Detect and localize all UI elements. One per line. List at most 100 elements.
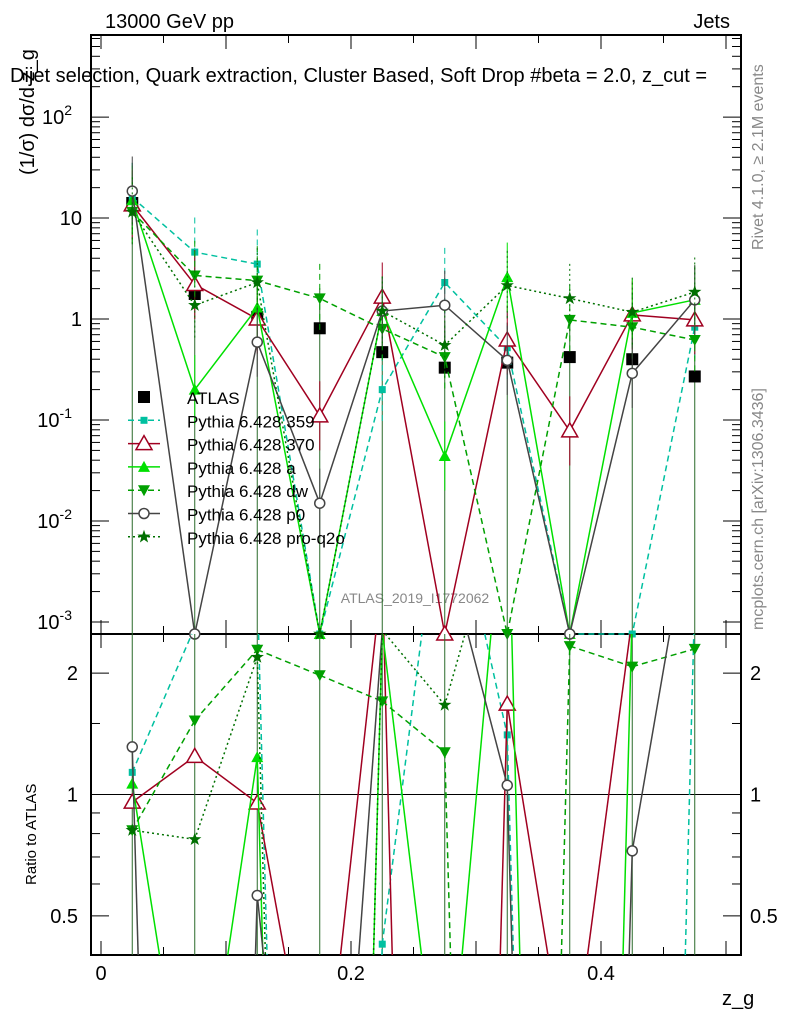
series-pythia-6-428-dw-ratio-segment: [560, 646, 571, 956]
series-pythia-6-428-370-ratio-segment: [383, 633, 393, 956]
series-pythia-6-428-p0-ratio-point: [126, 741, 138, 753]
series-pythia-6-428-pro-q2o-ratio-segment: [194, 656, 258, 840]
series-pythia-6-428-pro-q2o-line: [131, 211, 695, 635]
legend-marker: [138, 485, 150, 497]
series-pythia-6-428-a-line: [131, 200, 695, 635]
series-pythia-6-428-370-ratio-segment: [194, 755, 258, 804]
series-pythia-6-428-pro-q2o-ratio-segment: [384, 633, 446, 706]
legend-label: ATLAS: [187, 389, 240, 408]
series-pythia-6-428-pro-q2o-ratio-point: [125, 823, 139, 836]
mcplots-label: mcplots.cern.ch [arXiv:1306.3436]: [750, 388, 767, 630]
series-pythia-6-428-dw-ratio-point: [438, 747, 451, 759]
series-atlas-point: [376, 346, 389, 359]
series-pythia-6-428-370-point: [560, 421, 580, 438]
legend-marker: [137, 529, 151, 543]
series-pythia-6-428-dw-ratio-segment: [569, 645, 633, 668]
series-pythia-6-428-pro-q2o-ratio-segment: [444, 633, 466, 706]
ratio-panel-marks: [122, 633, 701, 956]
series-pythia-6-428-pro-q2o-point: [125, 204, 139, 218]
legend-marker: [138, 460, 150, 472]
y-tick-exponent: -1: [60, 405, 73, 421]
series-pythia-6-428-dw-ratio-segment: [444, 752, 452, 956]
series-pythia-6-428-p0-point: [439, 299, 451, 311]
series-pythia-6-428-370-point: [310, 406, 330, 423]
y-tick-label: 10-3: [37, 607, 72, 634]
series-pythia-6-428-370-ratio-point: [497, 694, 517, 711]
ratio-tick-label-right: 0.5: [750, 906, 778, 928]
watermark: ATLAS_2019_I1772062: [341, 590, 490, 606]
series-pythia-6-428-p0-point: [314, 497, 326, 509]
series-pythia-6-428-p0-ratio-segment: [467, 633, 508, 786]
legend-label: Pythia 6.428 370: [187, 436, 315, 455]
series-pythia-6-428-dw-point: [313, 293, 326, 305]
ratio-y-axis-label: Ratio to ATLAS: [23, 784, 40, 885]
header-right: Jets: [693, 11, 730, 33]
x-tick-label: 0.4: [587, 963, 615, 985]
series-pythia-6-428-dw-ratio-point: [688, 643, 701, 655]
series-pythia-6-428-dw-ratio-segment: [194, 649, 258, 722]
y-axis-label: (1/σ) dσ/d z_g: [17, 49, 39, 175]
ratio-tick-label: 1: [67, 785, 78, 807]
series-pythia-6-428-dw-ratio-segment: [632, 648, 695, 668]
legend-marker: [134, 434, 154, 451]
legend-marker: [140, 416, 148, 424]
series-pythia-6-428-359-line: [131, 196, 696, 635]
legend-label: Pythia 6.428 359: [187, 412, 315, 431]
series-pythia-6-428-359-ratio-segment: [506, 734, 515, 956]
series-pythia-6-428-370-ratio-point: [122, 792, 142, 809]
series-pythia-6-428-370-ratio-segment: [506, 703, 549, 956]
series-pythia-6-428-pro-q2o-point: [188, 298, 202, 311]
legend-marker: [138, 507, 150, 520]
series-pythia-6-428-pro-q2o-point: [500, 278, 514, 292]
series-pythia-6-428-a-ratio-segment: [131, 783, 161, 956]
ratio-tick-label-right: 2: [750, 663, 761, 685]
series-pythia-6-428-359-ratio-segment: [131, 633, 193, 773]
y-tick-label: 1: [71, 309, 82, 331]
series-pythia-6-428-a-ratio-point: [126, 777, 139, 789]
series-pythia-6-428-a-point: [188, 383, 201, 395]
series-pythia-6-428-pro-q2o-point: [625, 305, 639, 318]
series-pythia-6-428-pro-q2o-ratio-point: [188, 832, 202, 845]
series-pythia-6-428-p0-point: [126, 185, 138, 197]
series-pythia-6-428-pro-q2o-point: [688, 285, 702, 298]
series-pythia-6-428-359-point: [378, 386, 386, 394]
series-pythia-6-428-p0-ratio-segment: [131, 746, 139, 956]
series-pythia-6-428-dw-ratio-point: [251, 644, 264, 656]
series-pythia-6-428-dw-ratio-point: [188, 715, 201, 727]
series-pythia-6-428-pro-q2o-ratio-segment: [372, 633, 383, 956]
series-pythia-6-428-p0-ratio-segment: [506, 785, 513, 956]
series-pythia-6-428-359-ratio-segment: [381, 633, 423, 945]
series-pythia-6-428-359-ratio-segment: [257, 633, 268, 956]
series-pythia-6-428-dw-ratio-segment: [131, 720, 196, 831]
series-pythia-6-428-359-ratio-segment: [684, 633, 695, 956]
series-pythia-6-428-a-ratio-segment: [622, 633, 633, 956]
series-pythia-6-428-370-ratio-point: [247, 793, 267, 810]
header-left: 13000 GeV pp: [105, 11, 234, 33]
y-tick-label: 102: [42, 102, 72, 129]
series-pythia-6-428-a-ratio-segment: [256, 757, 264, 956]
series-pythia-6-428-p0-point: [251, 336, 263, 348]
series-pythia-6-428-dw-ratio-point: [626, 661, 639, 673]
ratio-tick-label: 2: [67, 663, 78, 685]
series-pythia-6-428-p0-ratio-point: [626, 845, 638, 857]
x-axis-label: z_g: [722, 988, 754, 1010]
legend-label: Pythia 6.428 pro-q2o: [187, 529, 345, 548]
series-pythia-6-428-pro-q2o-point: [375, 304, 389, 317]
series-pythia-6-428-a-ratio-segment: [461, 633, 492, 956]
series-pythia-6-428-pro-q2o-point: [563, 291, 577, 305]
series-pythia-6-428-359-ratio-point: [378, 940, 386, 948]
series-pythia-6-428-p0-ratio-segment: [256, 895, 265, 956]
series-pythia-6-428-p0-ratio-segment: [254, 895, 258, 956]
series-pythia-6-428-pro-q2o-ratio-point: [250, 650, 264, 663]
series-pythia-6-428-p0-ratio-segment: [628, 850, 633, 956]
y-tick-exponent: -2: [60, 506, 73, 522]
series-pythia-6-428-dw-ratio-segment: [319, 674, 383, 703]
series-pythia-6-428-p0-point: [626, 367, 638, 380]
y-tick-exponent: 2: [64, 102, 72, 118]
y-tick-label: 10: [60, 208, 82, 230]
series-pythia-6-428-p0-line: [131, 190, 696, 635]
series-pythia-6-428-dw-ratio-segment: [256, 649, 321, 676]
y-tick-label: 10-1: [37, 405, 72, 432]
series-pythia-6-428-a-ratio-segment: [227, 756, 258, 956]
ratio-tick-label: 0.5: [50, 906, 78, 928]
